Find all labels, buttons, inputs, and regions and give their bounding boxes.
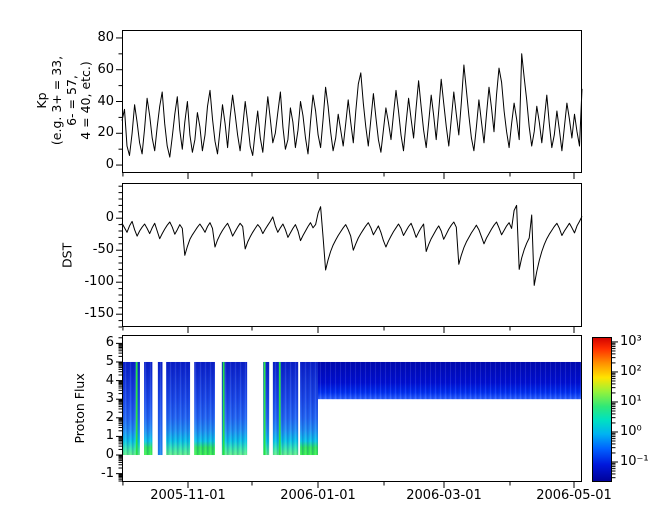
colorbar-tick-label: 10⁻¹ bbox=[620, 453, 649, 469]
dst-ytick-label: -100 bbox=[84, 274, 114, 290]
dst-ytick-label: -50 bbox=[92, 242, 114, 258]
kp-plot bbox=[116, 30, 583, 179]
kp-ytick-label: 60 bbox=[97, 61, 114, 77]
colorbar-tick-label: 10⁰ bbox=[620, 423, 642, 439]
dst-ytick-label: 0 bbox=[105, 210, 114, 226]
proton-flux-ytick-label: 6 bbox=[105, 335, 114, 351]
flux-green-line bbox=[222, 361, 225, 456]
proton-flux-ytick-label: 0 bbox=[105, 447, 114, 463]
date-tick-label: 2006-01-01 bbox=[280, 488, 356, 503]
kp-ytick-label: 40 bbox=[97, 93, 114, 109]
date-tick-label: 2006-05-01 bbox=[536, 488, 612, 503]
colorbar-tick-label: 10¹ bbox=[620, 393, 642, 409]
proton-flux-ytick-label: 1 bbox=[105, 428, 114, 444]
proton-flux-ytick-label: -1 bbox=[101, 465, 114, 481]
colorbar bbox=[592, 337, 618, 482]
dst-plot bbox=[116, 183, 583, 333]
date-tick-label: 2005-11-01 bbox=[150, 488, 226, 503]
flux-green-line bbox=[263, 361, 266, 456]
kp-ytick-label: 20 bbox=[97, 125, 114, 141]
proton-flux-ytick-label: 4 bbox=[105, 372, 114, 388]
proton-flux-ytick-label: 5 bbox=[105, 353, 114, 369]
colorbar-gradient bbox=[592, 337, 618, 482]
proton-flux-spectrogram bbox=[116, 335, 582, 488]
flux-green-line bbox=[278, 361, 281, 456]
kp-panel bbox=[116, 30, 583, 179]
dst-panel bbox=[116, 183, 583, 333]
colorbar-tick-label: 10³ bbox=[620, 333, 642, 349]
date-tick-label: 2006-03-01 bbox=[406, 488, 482, 503]
dst-ytick-label: -150 bbox=[84, 306, 114, 322]
proton-flux-panel bbox=[116, 335, 582, 488]
kp-series-line bbox=[121, 53, 583, 158]
kp-ytick-label: 0 bbox=[105, 157, 114, 173]
kp-ytick-label: 80 bbox=[97, 29, 114, 45]
proton-flux-ytick-label: 3 bbox=[105, 391, 114, 407]
proton-flux-ytick-label: 2 bbox=[105, 409, 114, 425]
flux-green-line bbox=[135, 361, 138, 456]
dst-series-line bbox=[121, 204, 583, 286]
colorbar-tick-label: 10² bbox=[620, 363, 642, 379]
